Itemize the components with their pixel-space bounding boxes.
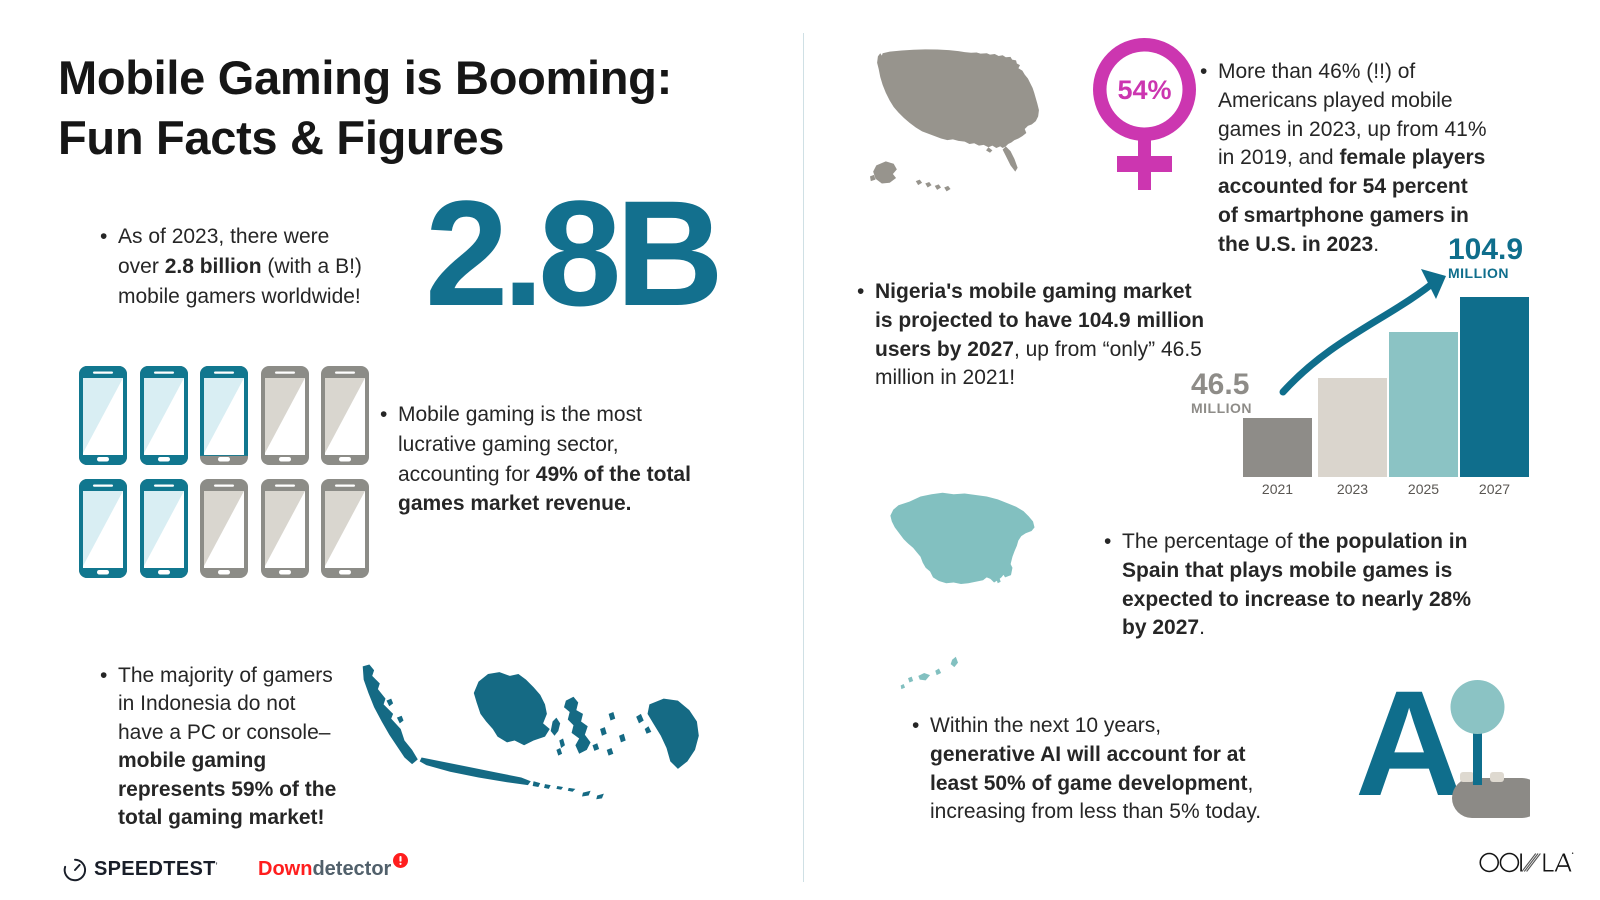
- svg-text:A: A: [1355, 680, 1460, 820]
- svg-text:54%: 54%: [1117, 75, 1171, 105]
